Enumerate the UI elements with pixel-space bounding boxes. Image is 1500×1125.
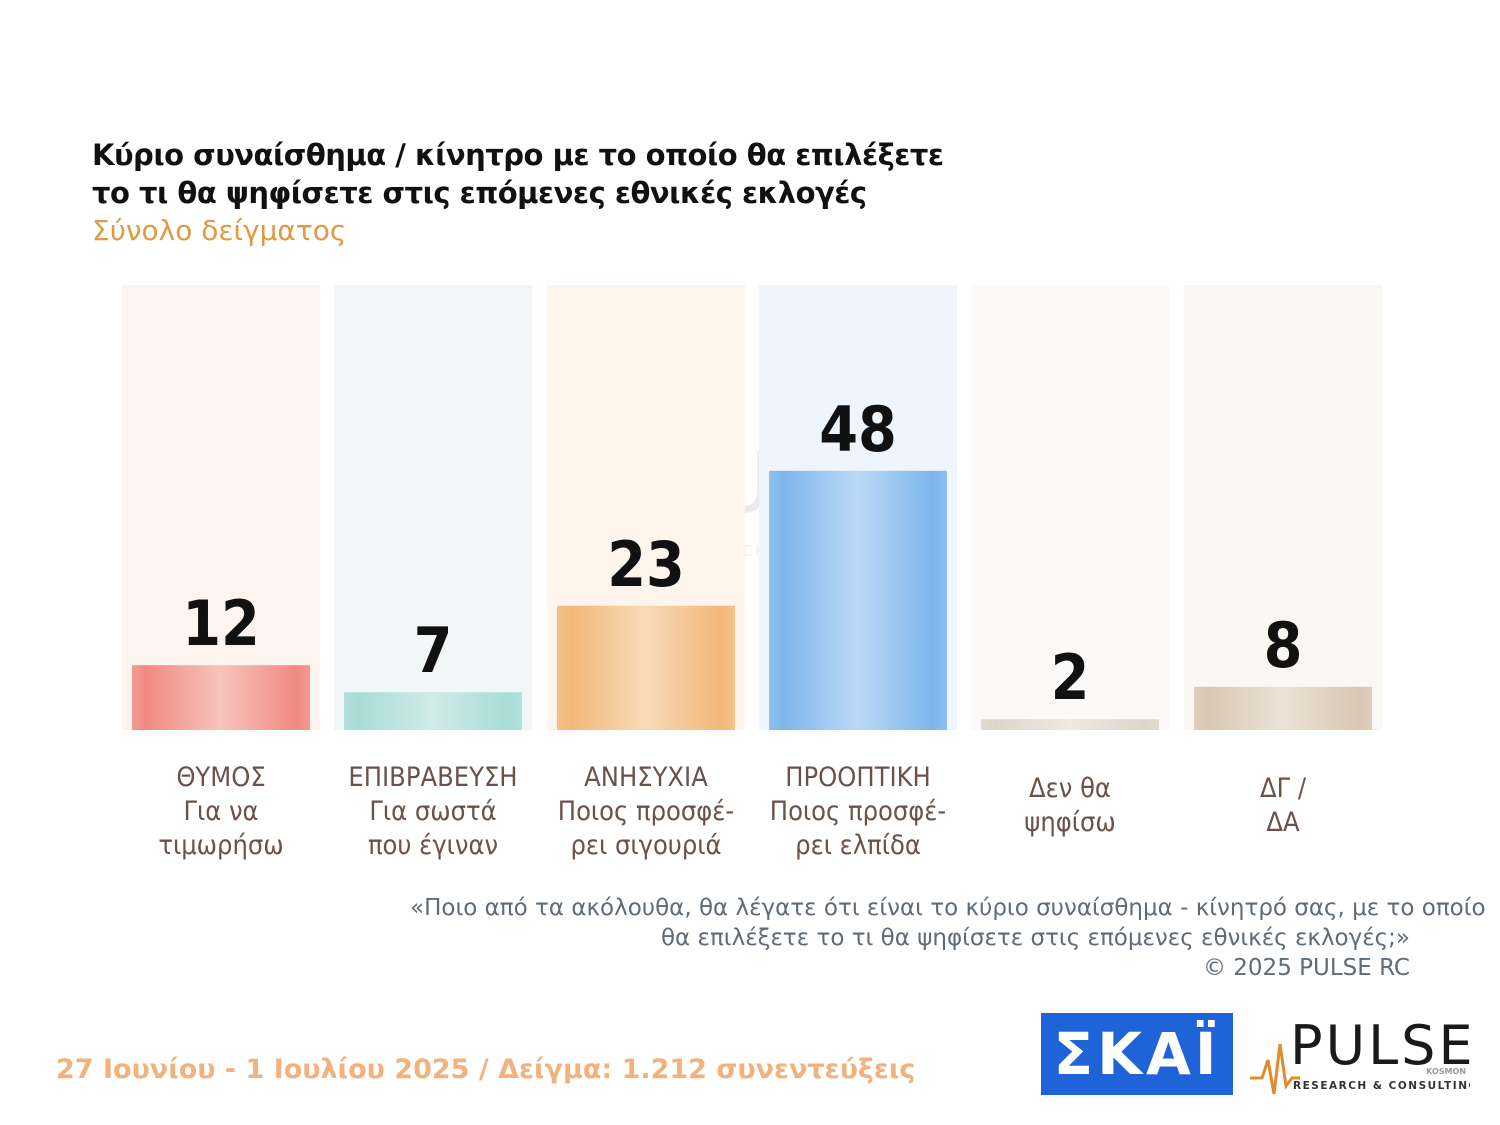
category-label: ρει ελπίδα	[795, 830, 921, 861]
bar	[769, 470, 947, 730]
category-label: Για σωστά	[369, 796, 496, 827]
category-label: που έγιναν	[368, 830, 498, 861]
pulse-logo-heartbeat	[1250, 1043, 1300, 1095]
chart-title: Κύριο συναίσθημα / κίνητρο με το οποίο θ…	[92, 136, 952, 212]
chart-subtitle: Σύνολο δείγματος	[92, 214, 347, 247]
category-label: Για να	[183, 796, 258, 827]
pulse-logo-text: PULSE	[1290, 1014, 1470, 1077]
bar	[344, 692, 522, 730]
category-label: ψηφίσω	[1024, 807, 1115, 838]
survey-question: «Ποιο από τα ακόλουθα, θα λέγατε ότι είν…	[410, 893, 1486, 983]
question-line-1: «Ποιο από τα ακόλουθα, θα λέγατε ότι είν…	[410, 895, 1486, 921]
pulse-logo-sub: RESEARCH & CONSULTING	[1293, 1080, 1470, 1092]
bar	[1194, 686, 1372, 730]
chart-title-line-1: Κύριο συναίσθημα / κίνητρο με το οποίο θ…	[92, 138, 944, 172]
question-line-2: θα επιλέξετε το τι θα ψηφίσετε στις επόμ…	[660, 925, 1410, 951]
category-label: Ποιος προσφέ-	[770, 796, 946, 827]
data-label: 2	[1051, 641, 1090, 714]
bar	[132, 665, 310, 730]
data-label: 23	[607, 528, 685, 601]
category-label: ΑΝΗΣΥΧΙΑ	[584, 762, 708, 793]
data-label: 7	[414, 614, 453, 687]
category-label: ΠΡΟΟΠΤΙΚΗ	[785, 762, 931, 793]
pulse-logo-tag: KOSMON	[1426, 1067, 1466, 1076]
data-label: 8	[1264, 609, 1303, 682]
category-label: ΔΑ	[1266, 807, 1300, 838]
skai-logo: ΣΚΑΪ	[1041, 1013, 1233, 1095]
category-label: τιμωρήσω	[158, 830, 283, 861]
category-label: ΕΠΙΒΡΑΒΕΥΣΗ	[348, 762, 517, 793]
category-label: ρει σιγουριά	[570, 830, 721, 861]
category-label: Δεν θα	[1029, 773, 1111, 804]
data-label: 12	[182, 587, 260, 660]
chart-title-line-2: το τι θα ψηφίσετε στις επόμενες εθνικές …	[92, 176, 867, 210]
bar	[981, 719, 1159, 730]
category-label: Ποιος προσφέ-	[558, 796, 734, 827]
category-label: ΘΥΜΟΣ	[176, 762, 265, 793]
copyright: © 2025 PULSE RC	[1202, 955, 1410, 981]
footer-fieldwork-sample: 27 Ιουνίου - 1 Ιουλίου 2025 / Δείγμα: 1.…	[56, 1054, 916, 1085]
column-background	[122, 285, 320, 730]
category-label: ΔΓ /	[1260, 773, 1307, 804]
column-background	[971, 285, 1169, 730]
pulse-logo: PULSE KOSMON RESEARCH & CONSULTING	[1250, 1014, 1470, 1095]
column-background	[1184, 285, 1382, 730]
column-background	[334, 285, 532, 730]
data-label: 48	[819, 393, 897, 466]
bar	[557, 605, 735, 730]
